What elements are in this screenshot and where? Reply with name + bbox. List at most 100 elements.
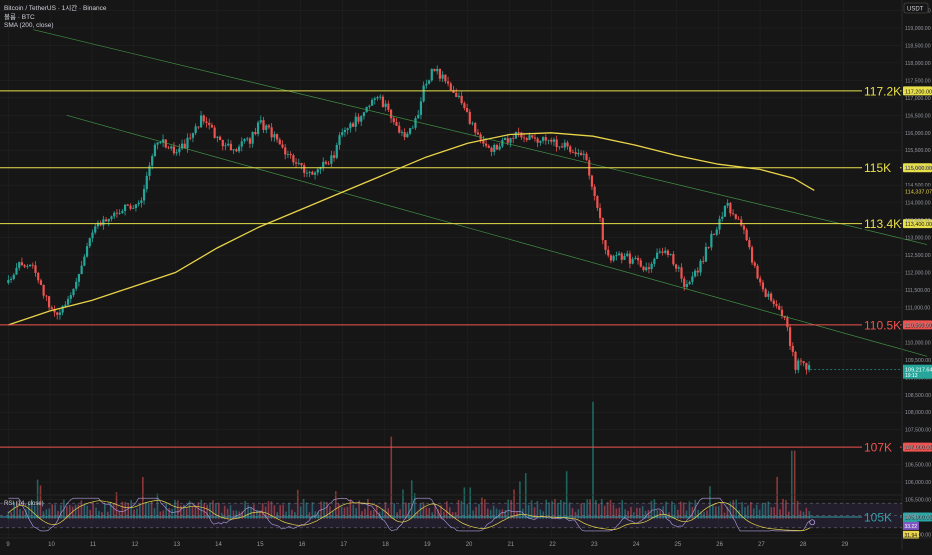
candle-body: [623, 255, 626, 260]
volume-bar: [413, 493, 416, 519]
level-price-tag-text: 117,200.00: [905, 89, 932, 95]
volume-bar: [168, 508, 170, 519]
candle-body: [805, 362, 808, 370]
legend-volume[interactable]: 볼륨 · BTC: [4, 13, 35, 21]
level-label-bg: [862, 509, 900, 524]
volume-bar: [291, 509, 293, 519]
candle-body: [37, 272, 40, 281]
volume-bar: [568, 502, 571, 519]
candle-body: [664, 250, 667, 253]
candle-body: [626, 253, 629, 256]
price-tick-label: 108,500.00: [905, 393, 931, 399]
candle-body: [164, 139, 167, 148]
candle-body: [45, 295, 48, 297]
candle-body: [658, 251, 661, 253]
level-price-tag-text: 107,000.00: [905, 446, 932, 452]
volume-bar: [548, 502, 550, 519]
candle-body: [75, 281, 78, 289]
candle-body: [745, 229, 748, 241]
candle-body: [710, 233, 713, 248]
time-tick-label: 28: [800, 542, 807, 548]
candle-body: [281, 144, 284, 148]
legend-symbol[interactable]: Bitcoin / TetherUS · 1시간 · Binance: [4, 5, 107, 12]
candle-body: [311, 171, 314, 175]
rsi-ma-value-tag: [903, 530, 919, 539]
candle-body: [487, 145, 490, 148]
volume-bar: [144, 502, 147, 519]
candle-body: [634, 258, 637, 260]
volume-bar: [253, 504, 255, 519]
candle-body: [680, 267, 683, 279]
volume-bar: [302, 498, 305, 519]
candle-body: [544, 137, 547, 141]
volume-bar: [475, 507, 477, 519]
candle-body: [362, 112, 366, 117]
volume-bar: [191, 506, 194, 519]
volume-bar: [194, 505, 197, 519]
countdown-text: 19:13: [905, 373, 918, 379]
legend-sma[interactable]: SMA (200, close): [4, 22, 54, 29]
volume-bar: [340, 506, 343, 519]
volume-bar: [507, 499, 510, 519]
candle-body: [28, 264, 32, 267]
volume-bar: [86, 505, 89, 519]
volume-bar: [203, 503, 206, 519]
volume-bar: [98, 510, 100, 519]
volume-bar: [522, 508, 524, 519]
volume-bar: [273, 505, 276, 519]
volume-bar: [598, 503, 600, 519]
volume-bar: [352, 504, 355, 519]
candle-body: [566, 142, 569, 147]
candle-body: [438, 68, 442, 79]
candle-body: [528, 135, 531, 140]
volume-bar: [530, 500, 533, 519]
price-tick-label: 106,000.00: [905, 480, 931, 486]
candle-body: [197, 126, 200, 128]
candle-body: [189, 137, 192, 139]
event-marker-icon: [809, 519, 816, 526]
candle-body: [604, 240, 607, 250]
volume-bar: [454, 512, 457, 519]
volume-bar: [136, 508, 138, 519]
price-tick-label: 110,000.00: [905, 340, 931, 346]
candle-body: [509, 138, 512, 143]
volume-bar: [492, 505, 495, 519]
candle-body: [338, 135, 341, 145]
volume-bar: [802, 511, 805, 519]
candle-body: [702, 260, 705, 262]
volume-bar: [285, 511, 287, 519]
candle-body: [267, 125, 271, 128]
volume-bar: [92, 501, 94, 519]
candle-body: [740, 219, 743, 226]
level-price-tag: [903, 320, 932, 330]
volume-bar: [174, 499, 176, 519]
time-tick-label: 19: [424, 542, 431, 548]
time-tick-label: 22: [549, 542, 556, 548]
candle-body: [693, 270, 697, 277]
candle-body: [729, 203, 732, 214]
price-tick-label: 108,000.00: [905, 410, 931, 416]
volume-bar: [106, 511, 109, 519]
volume-bar: [513, 489, 515, 519]
candle-body: [251, 131, 254, 144]
volume-bar: [188, 500, 191, 519]
candle-body: [794, 351, 797, 370]
volume-bar: [495, 508, 498, 519]
candle-body: [425, 83, 428, 86]
volume-bar: [425, 507, 428, 519]
volume-bar: [51, 504, 53, 519]
volume-bar: [95, 507, 97, 519]
time-tick-label: 11: [90, 542, 97, 548]
candle-body: [80, 265, 83, 275]
volume-bar: [595, 499, 597, 519]
candle-body: [468, 111, 471, 124]
time-tick-label: 12: [132, 542, 139, 548]
volume-bar: [674, 504, 676, 519]
candle-body: [26, 266, 29, 267]
volume-bar: [446, 501, 448, 519]
candle-body: [560, 146, 564, 148]
volume-bar: [478, 504, 480, 519]
candle-body: [392, 118, 395, 123]
